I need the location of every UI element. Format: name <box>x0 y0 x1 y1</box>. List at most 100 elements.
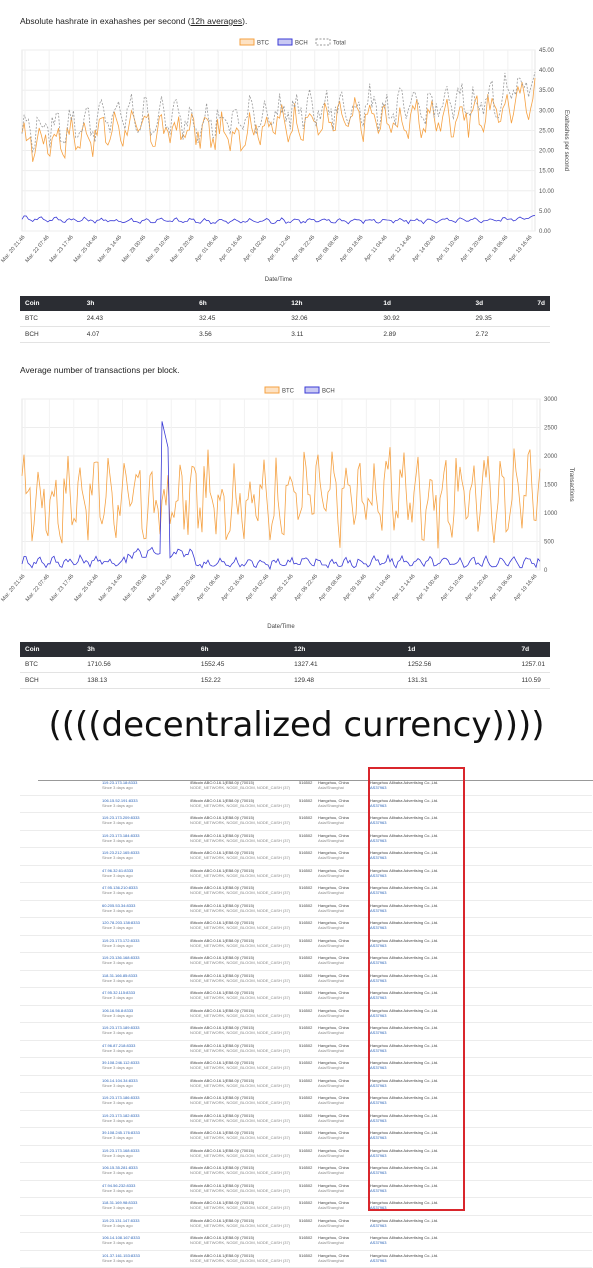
node-services: NODE_NETWORK, NODE_BLOOM, NODE_CASH (37) <box>190 995 290 1000</box>
node-timezone: Asia/Shanghai <box>318 960 344 965</box>
node-height: 516502 <box>299 1253 312 1258</box>
y-tick-label: 5.00 <box>539 209 551 215</box>
legend-swatch <box>265 387 279 393</box>
x-tick-label: Apr. 04 02:46 <box>245 573 271 602</box>
node-cell: /Bitcoin ABC:0.16.1(EB8.0)/ (70015)NODE_… <box>190 868 290 878</box>
x-tick-label: Apr. 04 02:46 <box>242 234 268 263</box>
node-since: Since 3 days ago <box>102 1170 133 1175</box>
node-services: NODE_NETWORK, NODE_BLOOM, NODE_CASH (37) <box>190 925 290 930</box>
node-height: 516502 <box>299 1200 312 1205</box>
node-height: 516502 <box>299 1078 312 1083</box>
node-services: NODE_NETWORK, NODE_BLOOM, NODE_CASH (37) <box>190 1013 290 1018</box>
y-axis-label: Exahashes per second <box>563 110 569 171</box>
node-cell: /Bitcoin ABC:0.16.1(EB8.0)/ (70015)NODE_… <box>190 850 290 860</box>
hashrate-title: Absolute hashrate in exahashes per secon… <box>20 16 247 26</box>
column-header: 6h <box>196 642 289 657</box>
node-services: NODE_NETWORK, NODE_BLOOM, NODE_CASH (37) <box>190 1083 290 1088</box>
node-asn-link[interactable]: AS37963 <box>370 1258 386 1263</box>
node-services: NODE_NETWORK, NODE_BLOOM, NODE_CASH (37) <box>190 1188 290 1193</box>
node-height: 516502 <box>299 1130 312 1135</box>
legend-swatch <box>316 39 330 45</box>
y-tick-label: 25.00 <box>539 128 555 134</box>
y-axis-label: Transactions <box>568 467 574 501</box>
legend-label: BCH <box>322 389 335 395</box>
table-cell: 29.35 <box>471 311 533 327</box>
node-services: NODE_NETWORK, NODE_BLOOM, NODE_CASH (37) <box>190 1223 290 1228</box>
x-tick-label: Mar. 29 10:46 <box>147 573 173 603</box>
node-height: 516502 <box>299 798 312 803</box>
node-services: NODE_NETWORK, NODE_BLOOM, NODE_CASH (37) <box>190 1100 290 1105</box>
node-timezone: Asia/Shanghai <box>318 1258 344 1263</box>
node-cell: 516502 <box>299 1095 312 1100</box>
node-since: Since 3 days ago <box>102 838 133 843</box>
x-tick-label: Apr. 19 16:46 <box>513 573 539 602</box>
hashrate-title-text: Absolute hashrate in exahashes per secon… <box>20 16 191 26</box>
table-cell: 138.13 <box>82 673 196 689</box>
node-height: 516502 <box>299 1060 312 1065</box>
node-timezone: Asia/Shanghai <box>318 995 344 1000</box>
node-cell: 516502 <box>299 1060 312 1065</box>
node-cell: /Bitcoin ABC:0.16.1(EB8.0)/ (70015)NODE_… <box>190 1165 290 1175</box>
node-height: 516502 <box>299 1095 312 1100</box>
node-timezone: Asia/Shanghai <box>318 908 344 913</box>
series-line-total <box>22 72 535 151</box>
column-header: 1d <box>403 642 517 657</box>
y-tick-label: 35.00 <box>539 88 555 94</box>
node-asn-link[interactable]: AS37963 <box>370 1240 386 1245</box>
node-timezone: Asia/Shanghai <box>318 855 344 860</box>
x-tick-label: Apr. 11 04:46 <box>363 234 388 263</box>
node-timezone: Asia/Shanghai <box>318 873 344 878</box>
x-tick-label: Apr. 16 20:46 <box>460 234 486 263</box>
table-cell: 2.72 <box>471 327 533 343</box>
table-cell: 30.92 <box>378 311 470 327</box>
y-tick-label: 40.00 <box>539 68 555 74</box>
node-height: 516502 <box>299 833 312 838</box>
node-timezone: Asia/Shanghai <box>318 890 344 895</box>
node-cell: 516502 <box>299 1078 312 1083</box>
node-cell: /Bitcoin ABC:0.16.1(EB8.0)/ (70015)NODE_… <box>190 833 290 843</box>
table-cell: BTC <box>20 311 82 327</box>
averages-link[interactable]: 12h averages <box>191 16 243 26</box>
node-timezone: Asia/Shanghai <box>318 1240 344 1245</box>
table-cell: 3.56 <box>194 327 286 343</box>
x-tick-label: Apr. 12 14:46 <box>391 573 417 602</box>
node-since: Since 3 days ago <box>102 1258 133 1263</box>
node-timezone: Asia/Shanghai <box>318 838 344 843</box>
node-services: NODE_NETWORK, NODE_BLOOM, NODE_CASH (37) <box>190 1240 290 1245</box>
node-since: Since 3 days ago <box>102 1100 133 1105</box>
node-asn-link[interactable]: AS37963 <box>370 1223 386 1228</box>
series-line-bch <box>22 215 535 223</box>
node-height: 516502 <box>299 903 312 908</box>
legend-label: Total <box>333 41 346 47</box>
node-services: NODE_NETWORK, NODE_BLOOM, NODE_CASH (37) <box>190 803 290 808</box>
x-tick-label: Mar. 22 07:46 <box>25 573 51 603</box>
x-tick-label: Mar. 22 07:46 <box>24 234 50 264</box>
node-cell: 516502 <box>299 868 312 873</box>
node-since: Since 3 days ago <box>102 1065 133 1070</box>
node-cell: /Bitcoin ABC:0.16.1(EB8.0)/ (70015)NODE_… <box>190 1148 290 1158</box>
